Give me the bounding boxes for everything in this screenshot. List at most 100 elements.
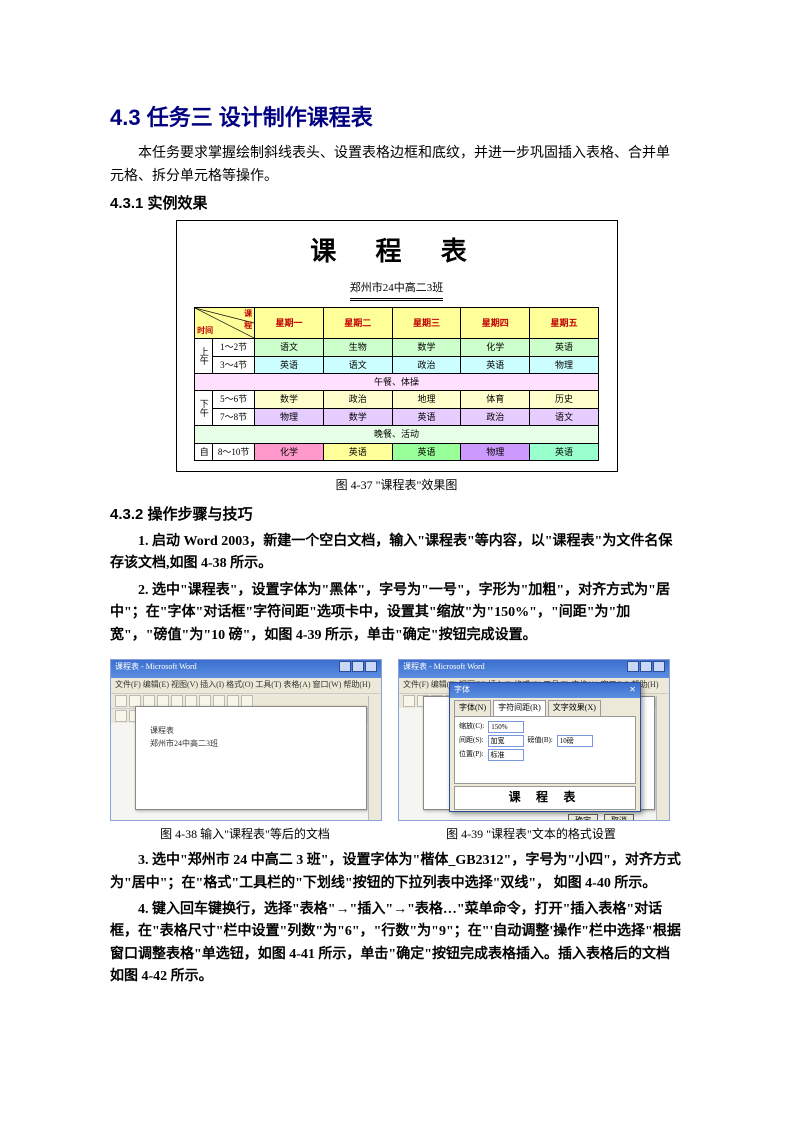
- step-1: 1. 启动 Word 2003，新建一个空白文档，输入"课程表"等内容，以"课程…: [110, 531, 683, 576]
- cancel-button[interactable]: 取消: [604, 814, 634, 821]
- cell: 数学: [392, 339, 461, 356]
- cell: 化学: [461, 339, 530, 356]
- step-3: 3. 选中"郑州市 24 中高二 3 班"，设置字体为"楷体_GB2312"，字…: [110, 850, 683, 895]
- dialog-body: 缩放(C): 150% 间距(S): 加宽 磅值(B): 10磅 位置(P): …: [454, 716, 636, 784]
- diag-top: 课: [244, 308, 252, 321]
- dialog-preview: 课 程 表: [454, 786, 636, 810]
- cell: 英语: [255, 356, 324, 373]
- time: 5～6节: [213, 391, 255, 408]
- window-buttons[interactable]: [338, 661, 377, 677]
- figure-37-caption: 图 4-37 "课程表"效果图: [110, 476, 683, 495]
- menubar[interactable]: 文件(F) 编辑(E) 视图(V) 插入(I) 格式(O) 工具(T) 表格(A…: [111, 678, 381, 693]
- self-cell-0: 化学: [255, 443, 324, 460]
- th: 星期一: [255, 308, 324, 339]
- spacing-label: 间距(S):: [459, 735, 484, 746]
- ok-button[interactable]: 确定: [568, 814, 598, 821]
- doc-line: 郑州市24中高二3班: [150, 738, 352, 751]
- row-self: 晚自习 8～10节 化学 英语 英语 物理 英语: [195, 443, 599, 460]
- tab-effects[interactable]: 文字效果(X): [548, 700, 601, 716]
- screenshot-38: 课程表 - Microsoft Word 文件(F) 编辑(E) 视图(V) 插…: [110, 659, 382, 821]
- figure-37-box: 课 程 表 郑州市24中高二3班 课 程 时间 星期一 星期二: [176, 220, 618, 472]
- pos-input[interactable]: 标准: [488, 749, 524, 761]
- cell: 政治: [461, 408, 530, 425]
- dialog-titlebar: 字体 ✕: [450, 683, 640, 698]
- scale-input[interactable]: 150%: [488, 721, 524, 733]
- time: 1～2节: [213, 339, 255, 356]
- subhead-2: 4.3.2 操作步骤与技巧: [110, 503, 683, 527]
- window-title: 课程表 - Microsoft Word: [115, 661, 197, 677]
- time: 3～4节: [213, 356, 255, 373]
- cell: 政治: [392, 356, 461, 373]
- side-pm: 下午: [195, 391, 213, 426]
- pound-input[interactable]: 10磅: [557, 735, 593, 747]
- pound-label: 磅值(B):: [528, 735, 553, 746]
- evening-cell: 晚餐、活动: [195, 426, 599, 443]
- doc-line: 课程表: [150, 725, 352, 738]
- self-cell-4: 英语: [530, 443, 599, 460]
- cell: 生物: [323, 339, 392, 356]
- close-icon[interactable]: ✕: [629, 684, 636, 697]
- diag-bottom: 时间: [197, 325, 213, 338]
- step-2: 2. 选中"课程表"，设置字体为"黑体"，字号为"一号"，字形为"加粗"，对齐方…: [110, 580, 683, 647]
- cell: 数学: [323, 408, 392, 425]
- titlebar: 课程表 - Microsoft Word: [399, 660, 669, 678]
- subhead-1: 4.3.1 实例效果: [110, 192, 683, 216]
- th: 星期五: [530, 308, 599, 339]
- cell: 英语: [392, 408, 461, 425]
- th: 星期三: [392, 308, 461, 339]
- row-am-1: 上午 1～2节 语文 生物 数学 化学 英语: [195, 339, 599, 356]
- font-dialog: 字体 ✕ 字体(N) 字符间距(R) 文字效果(X) 缩放(C): 150% 间…: [449, 682, 641, 812]
- diag-right: 程: [244, 320, 252, 333]
- row-pm-2: 7～8节 物理 数学 英语 政治 语文: [195, 408, 599, 425]
- row-noon: 午餐、体操: [195, 373, 599, 390]
- vscroll[interactable]: [368, 696, 381, 820]
- cell: 物理: [255, 408, 324, 425]
- intro-paragraph: 本任务要求掌握绘制斜线表头、设置表格边框和底纹，并进一步巩固插入表格、合并单元格…: [110, 143, 683, 188]
- cell: 数学: [255, 391, 324, 408]
- scale-label: 缩放(C):: [459, 721, 484, 732]
- self-time: 8～10节: [213, 443, 255, 460]
- cell: 体育: [461, 391, 530, 408]
- caption-39: 图 4-39 "课程表"文本的格式设置: [396, 825, 666, 844]
- spacing-input[interactable]: 加宽: [488, 735, 524, 747]
- tab-spacing[interactable]: 字符间距(R): [493, 700, 546, 716]
- vscroll[interactable]: [656, 696, 669, 820]
- cell: 语文: [530, 408, 599, 425]
- timetable-title: 课 程 表: [177, 231, 617, 273]
- titlebar: 课程表 - Microsoft Word: [111, 660, 381, 678]
- cell: 语文: [255, 339, 324, 356]
- timetable-subtitle: 郑州市24中高二3班: [350, 280, 444, 302]
- self-cell-3: 物理: [461, 443, 530, 460]
- row-am-2: 3～4节 英语 语文 政治 英语 物理: [195, 356, 599, 373]
- window-title: 课程表 - Microsoft Word: [403, 661, 485, 677]
- self-cell-2: 英语: [392, 443, 461, 460]
- screenshot-captions: 图 4-38 输入"课程表"等后的文档 图 4-39 "课程表"文本的格式设置: [110, 825, 683, 844]
- cell: 英语: [461, 356, 530, 373]
- tab-font[interactable]: 字体(N): [454, 700, 491, 716]
- timetable-header-row: 课 程 时间 星期一 星期二 星期三 星期四 星期五: [195, 308, 599, 339]
- cell: 历史: [530, 391, 599, 408]
- step-4: 4. 键入回车键换行，选择"表格"→"插入"→"表格…"菜单命令，打开"插入表格…: [110, 899, 683, 989]
- screenshot-39: 课程表 - Microsoft Word 文件(F) 编辑(E) 视图(V) 插…: [398, 659, 670, 821]
- th: 星期四: [461, 308, 530, 339]
- dialog-tabs[interactable]: 字体(N) 字符间距(R) 文字效果(X): [450, 698, 640, 716]
- steps-2: 3. 选中"郑州市 24 中高二 3 班"，设置字体为"楷体_GB2312"，字…: [110, 850, 683, 988]
- steps: 1. 启动 Word 2003，新建一个空白文档，输入"课程表"等内容，以"课程…: [110, 531, 683, 647]
- self-label: 晚自习: [195, 443, 213, 460]
- window-buttons[interactable]: [626, 661, 665, 677]
- screenshots-row: 课程表 - Microsoft Word 文件(F) 编辑(E) 视图(V) 插…: [110, 659, 683, 821]
- cell: 语文: [323, 356, 392, 373]
- caption-38: 图 4-38 输入"课程表"等后的文档: [110, 825, 380, 844]
- row-pm-1: 下午 5～6节 数学 政治 地理 体育 历史: [195, 391, 599, 408]
- th: 星期二: [323, 308, 392, 339]
- self-cell-1: 英语: [323, 443, 392, 460]
- time: 7～8节: [213, 408, 255, 425]
- dialog-title: 字体: [454, 684, 470, 697]
- section-title: 4.3 任务三 设计制作课程表: [110, 100, 683, 135]
- cell: 地理: [392, 391, 461, 408]
- word-page[interactable]: 课程表 郑州市24中高二3班: [135, 706, 367, 810]
- side-am: 上午: [195, 339, 213, 374]
- timetable: 课 程 时间 星期一 星期二 星期三 星期四 星期五 上午 1～2节 语文 生物…: [194, 307, 599, 461]
- pos-label: 位置(P):: [459, 749, 484, 760]
- cell: 政治: [323, 391, 392, 408]
